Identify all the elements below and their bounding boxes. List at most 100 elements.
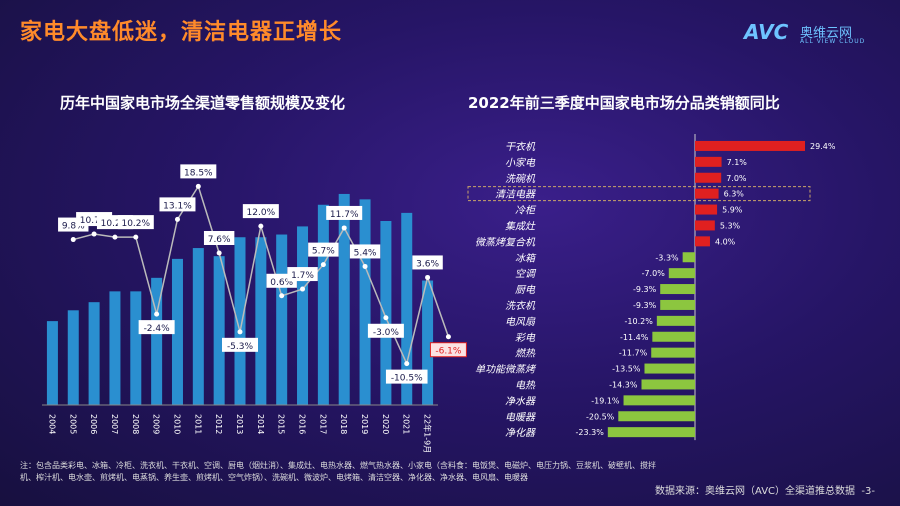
growth-label: -6.1% xyxy=(435,347,462,357)
highlight-box xyxy=(467,186,811,202)
growth-label-box xyxy=(138,320,175,335)
hbar-集成灶 xyxy=(695,220,715,231)
bar-2012 xyxy=(213,256,225,405)
x-tick-label: 2012 xyxy=(214,414,223,434)
growth-label: 10.2% xyxy=(121,219,150,229)
category-label: 微蒸烤复合机 xyxy=(475,236,536,248)
logo-cn-text: 奥维云网 xyxy=(800,26,853,41)
growth-label-box xyxy=(287,267,318,282)
value-label: -23.3% xyxy=(576,428,605,437)
x-tick-label: 2016 xyxy=(298,414,307,434)
growth-point xyxy=(133,234,139,240)
hbar-单功能微蒸烤 xyxy=(644,363,695,374)
bar-2008 xyxy=(130,291,142,405)
hbar-冷柜 xyxy=(695,204,718,215)
growth-point xyxy=(112,234,118,240)
category-label: 彩电 xyxy=(515,332,536,344)
logo-sub-text: ALL VIEW CLOUD xyxy=(800,38,866,45)
growth-label: 10.2% xyxy=(101,219,130,229)
bar-2016 xyxy=(297,226,309,405)
growth-label: 9.8% xyxy=(62,222,85,232)
category-label: 空调 xyxy=(515,268,537,280)
growth-point xyxy=(362,263,368,269)
category-label: 干衣机 xyxy=(505,141,536,153)
growth-label-box xyxy=(349,244,381,259)
bar-2015 xyxy=(276,234,288,405)
bar-2013 xyxy=(234,237,246,405)
growth-label: -3.0% xyxy=(373,328,400,338)
growth-label-box xyxy=(385,369,428,384)
x-tick-label: 2014 xyxy=(256,414,265,434)
x-tick-label: 2015 xyxy=(277,414,286,434)
growth-point xyxy=(154,311,160,317)
value-label: -13.5% xyxy=(612,365,641,374)
growth-label-box xyxy=(367,323,404,338)
bar-2018 xyxy=(338,193,350,405)
bar-2017 xyxy=(317,204,329,405)
hbar-电风扇 xyxy=(656,315,695,326)
growth-point xyxy=(300,286,306,292)
growth-label: -5.3% xyxy=(227,342,254,352)
hbar-厨电 xyxy=(660,284,695,295)
value-label: 7.0% xyxy=(726,174,747,183)
value-label: -3.3% xyxy=(655,253,679,262)
category-label: 小家电 xyxy=(505,157,536,169)
avc-logo: AVC xyxy=(744,20,789,44)
growth-point xyxy=(216,250,222,256)
growth-label: 18.5% xyxy=(184,168,213,178)
growth-label-box xyxy=(203,231,235,245)
growth-label-box xyxy=(117,215,154,230)
bar-2007 xyxy=(109,291,121,405)
category-label: 清洁电器 xyxy=(495,189,536,201)
growth-label-box xyxy=(242,204,279,219)
page-number: -3- xyxy=(861,486,875,497)
hbar-净水器 xyxy=(623,395,695,406)
growth-point xyxy=(258,223,264,229)
category-label: 洗碗机 xyxy=(505,173,536,185)
growth-label: 10.7% xyxy=(80,216,109,226)
x-tick-label: 2018 xyxy=(339,414,348,434)
bar-2009 xyxy=(151,277,163,405)
bar-2019 xyxy=(359,199,371,405)
x-tick-label: 2021 xyxy=(402,414,411,434)
x-tick-label: 2008 xyxy=(131,414,140,434)
bar-2011 xyxy=(192,248,204,405)
value-label: 5.3% xyxy=(720,221,741,230)
right-chart-title: 2022年前三季度中国家电市场分品类销额同比 xyxy=(468,94,780,112)
x-tick-label: 2019 xyxy=(360,414,369,434)
x-tick-label: 2020 xyxy=(381,414,390,434)
hbar-彩电 xyxy=(652,331,695,342)
growth-label: 3.6% xyxy=(416,259,439,269)
category-label: 燃热 xyxy=(515,348,536,360)
x-tick-label: 2013 xyxy=(235,414,244,434)
category-label: 净化器 xyxy=(505,427,536,439)
value-label: -20.5% xyxy=(586,412,615,421)
growth-label: -2.4% xyxy=(144,324,171,334)
category-label: 厨电 xyxy=(515,284,536,296)
hbar-电热 xyxy=(641,379,695,390)
page-title: 家电大盘低迷，清洁电器正增长 xyxy=(20,20,343,45)
growth-label: 13.1% xyxy=(163,201,192,211)
hbar-电暖器 xyxy=(618,411,695,422)
growth-point xyxy=(425,274,431,280)
hbar-冰箱 xyxy=(682,252,695,263)
bar-2014 xyxy=(255,237,267,405)
bar-2021 xyxy=(401,212,413,405)
value-label: 4.0% xyxy=(715,237,736,246)
growth-label-box xyxy=(308,242,339,257)
hbar-洗碗机 xyxy=(695,172,722,183)
x-tick-label: 2010 xyxy=(172,414,181,434)
footnote: 注：包含品类彩电、冰箱、冷柜、洗衣机、干衣机、空调、厨电（烟灶消）、集成灶、电热… xyxy=(20,461,656,482)
growth-label: 11.7% xyxy=(330,210,359,220)
growth-point xyxy=(195,183,201,189)
growth-label: 12.0% xyxy=(247,208,276,218)
growth-label: 0.6% xyxy=(270,278,293,288)
hbar-空调 xyxy=(668,268,695,279)
value-label: -11.4% xyxy=(620,333,649,342)
growth-point xyxy=(341,225,347,231)
category-label: 电暖器 xyxy=(505,411,536,423)
x-tick-label: 2009 xyxy=(152,414,161,434)
growth-label-box xyxy=(326,205,363,220)
bar-2004 xyxy=(46,321,58,405)
